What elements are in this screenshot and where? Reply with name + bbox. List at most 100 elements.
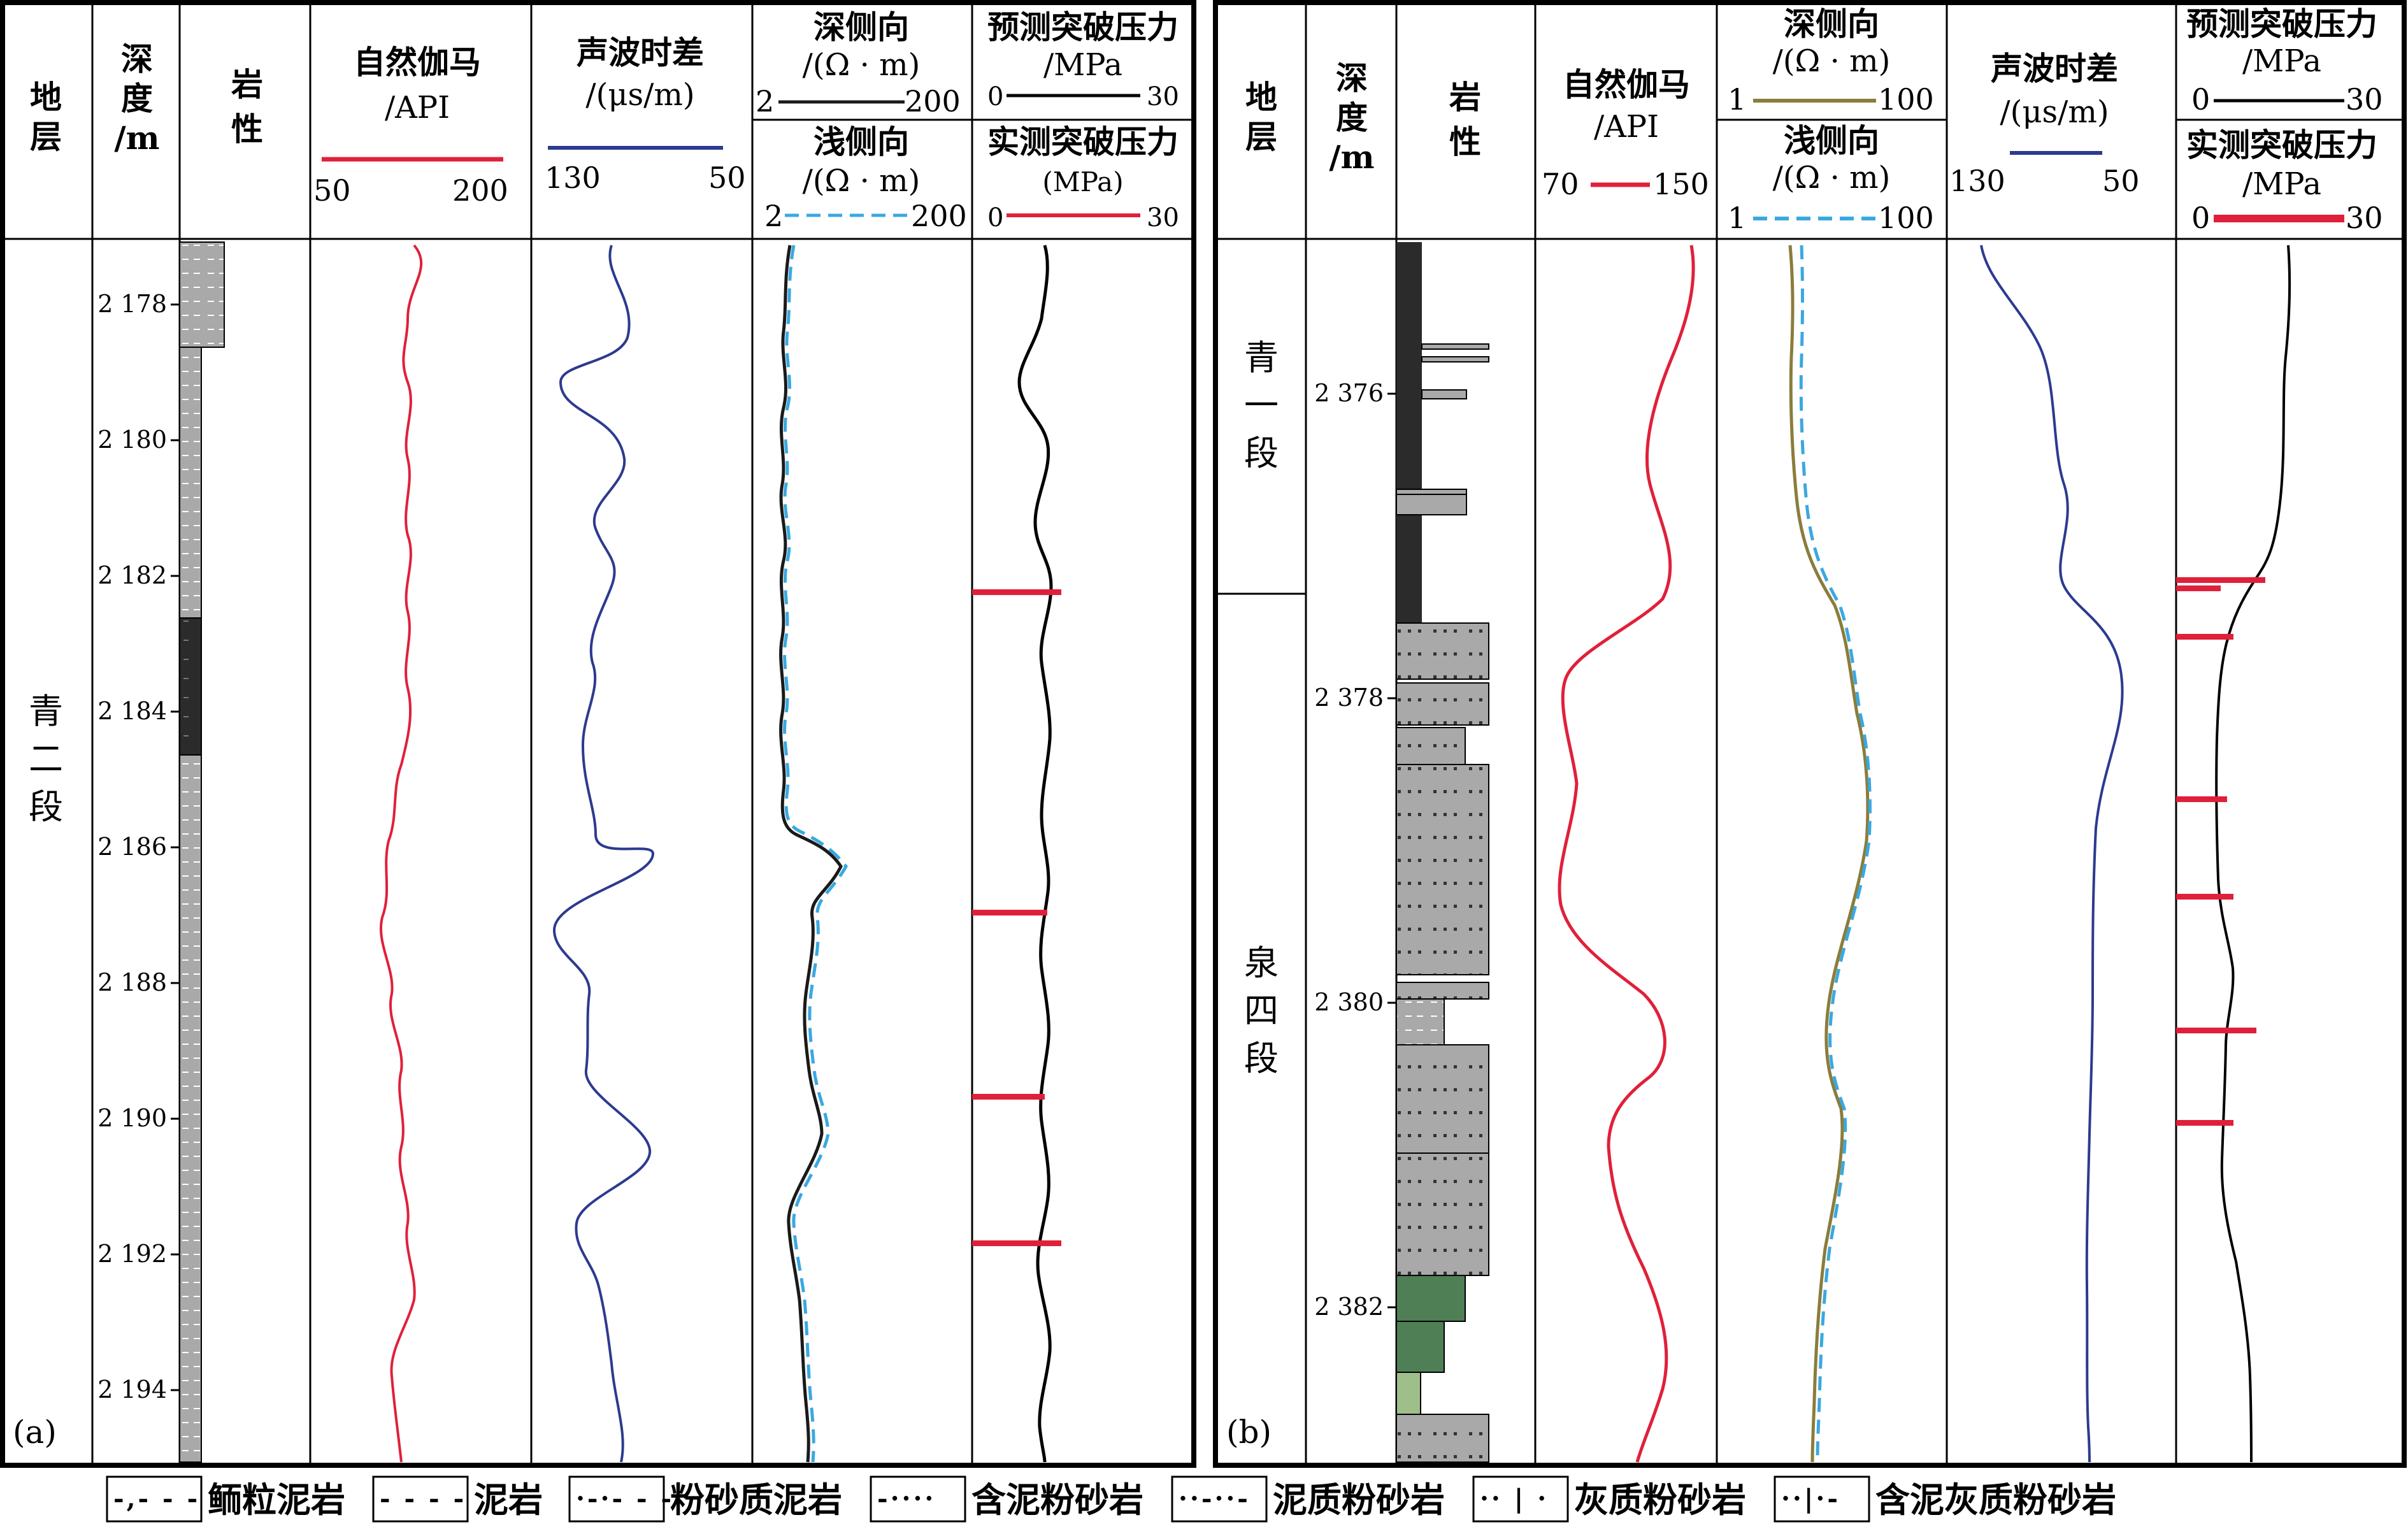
panel-b-meas-min: 0 [2191, 201, 2210, 235]
panel-a-label: (a) [13, 1414, 57, 1451]
lith-b-muddy-silt [1396, 727, 1466, 765]
panel-b-gr-max: 150 [1653, 167, 1709, 201]
measured-pressure-bar [2176, 1120, 2233, 1126]
panel-a-rs-unit: /(Ω · m) [803, 163, 921, 199]
lith-a-mudstone-2 [179, 754, 202, 1463]
legend-pattern-mud: - - - - [380, 1484, 466, 1514]
panel-a-ac-title: 声波时差 [577, 34, 704, 71]
panel-a-rd-title: 深侧向 [813, 8, 909, 46]
legend-swatch-silty-mud [568, 1475, 665, 1523]
panel-a-pred-max: 30 [1147, 82, 1179, 111]
lith-b-argillaceous-silt [1396, 764, 1489, 975]
panel-b-depth-header: 深度/m [1329, 59, 1374, 176]
panel-b-depth-axis: 2 376 2 378 2 380 2 382 [1314, 379, 1396, 1321]
depth-a-tick-label: 2 190 [97, 1104, 167, 1132]
lith-b-green-2 [1396, 1321, 1445, 1373]
panel-b-ac-unit: /(μs/m) [2000, 94, 2109, 130]
panel-a-strata-header: 地层 [30, 78, 62, 155]
panel-b-meas-unit: /MPa [2242, 166, 2321, 202]
panel-b: 地层 深度/m 岩性 自然伽马 /API 70 150 深侧向 /(Ω · m)… [1213, 0, 2407, 1468]
lith-b-green-1 [1396, 1275, 1466, 1322]
panel-a-rd-max: 200 [905, 84, 961, 118]
measured-pressure-bar [2176, 1028, 2256, 1033]
panel-b-gr-curve [1558, 245, 1695, 1463]
depth-b-tick-label: 2 382 [1314, 1293, 1384, 1321]
legend-label: 泥质粉砂岩 [1273, 1479, 1445, 1520]
panel-b-rd-min: 1 [1728, 82, 1746, 117]
legend-pattern-calc-silt: ·· | · [1480, 1484, 1549, 1514]
lith-b-silty-mud [1396, 998, 1445, 1045]
panel-a-ac-max: 50 [708, 161, 746, 195]
panel-b-rd-title: 深侧向 [1784, 5, 1879, 43]
panel-b-ac-curve [1980, 245, 2124, 1463]
panel-b-pred-max: 30 [2346, 82, 2383, 117]
panel-b-rs-max: 100 [1878, 201, 1934, 235]
panel-a-rs-min: 2 [764, 199, 783, 233]
lith-b-thin-bed-4 [1396, 489, 1467, 495]
lith-a-mudstone-1 [179, 347, 202, 619]
panel-a-ac-unit: /(μs/m) [585, 77, 694, 113]
depth-a-tick-label: 2 184 [97, 697, 167, 725]
legend-swatch-calc-silt [1472, 1475, 1569, 1523]
panel-a-pred-min: 0 [987, 82, 1003, 111]
panel-a-gr-curve [379, 244, 423, 1463]
panel-a-gr-title: 自然伽马 [354, 43, 481, 81]
panel-a-lithology-column [179, 241, 225, 1463]
panel-a-measured-pressure-bars [972, 589, 1061, 1246]
panel-b-ac-min: 130 [1949, 164, 2005, 198]
panel-a-rd-unit: /(Ω · m) [803, 47, 921, 83]
measured-pressure-bar [2176, 796, 2227, 802]
legend-label: 鲕粒泥岩 [208, 1479, 345, 1520]
panel-a-stratum-label: 青二段 [29, 691, 63, 827]
panel-b-frame [1213, 0, 2407, 1468]
panel-a-rd-curve [779, 245, 843, 1463]
panel-b-gr-min: 70 [1542, 167, 1579, 201]
legend-pattern-muddy-silt: -···· [877, 1484, 936, 1514]
panel-a-meas-title: 实测突破压力 [987, 123, 1179, 161]
legend-pattern-oolitic: -,- - - [113, 1484, 200, 1514]
panel-a-rd-min: 2 [756, 84, 774, 118]
depth-a-tick-label: 2 178 [97, 290, 167, 318]
panel-b-gr-unit: /API [1594, 109, 1659, 145]
panel-b-pred-title: 预测突破压力 [2186, 5, 2377, 43]
panel-b-meas-title: 实测突破压力 [2186, 126, 2377, 164]
measured-pressure-bar [2176, 894, 2233, 900]
panel-a-ac-min: 130 [545, 161, 601, 195]
depth-b-tick-label: 2 378 [1314, 684, 1384, 712]
panel-a-rs-max: 200 [911, 199, 967, 233]
measured-pressure-bar [2176, 577, 2265, 583]
panel-b-lithology-header: 岩性 [1449, 78, 1481, 161]
measured-pressure-bar [972, 1094, 1045, 1100]
depth-a-tick-label: 2 186 [97, 833, 167, 861]
panel-b-measured-pressure-bars [2176, 577, 2265, 1126]
depth-b-tick-label: 2 380 [1314, 988, 1384, 1016]
panel-a-gr-min: 50 [313, 173, 351, 208]
panel-a-rs-curve [783, 245, 848, 1463]
panel-b-rs-unit: /(Ω · m) [1773, 160, 1891, 196]
panel-a-meas-max: 30 [1147, 203, 1179, 233]
legend-pattern-silty-mud: ·-·- - - [576, 1484, 674, 1514]
legend-swatch-mud [372, 1475, 469, 1523]
panel-b-ac-title: 声波时差 [1991, 50, 2118, 87]
lith-b-silt-1 [1396, 1044, 1489, 1154]
panel-b-ac-max: 50 [2102, 164, 2140, 198]
panel-b-stratum-upper: 青一段 [1244, 338, 1279, 473]
legend-swatch-muddy-silt [870, 1475, 966, 1523]
panel-a-meas-min: 0 [987, 203, 1003, 233]
panel-b-lithology-column [1396, 242, 1489, 1463]
depth-a-tick-label: 2 194 [97, 1375, 167, 1403]
lith-b-silt-2 [1396, 1152, 1489, 1276]
lith-a-silty-mud [179, 241, 225, 348]
legend-swatch-argillaceous-silt [1171, 1475, 1268, 1523]
lith-b-calc-silt-2 [1396, 682, 1489, 726]
depth-a-tick-label: 2 182 [97, 561, 167, 589]
measured-pressure-bar [2176, 585, 2221, 591]
measured-pressure-bar [972, 1240, 1061, 1246]
measured-pressure-bar [2176, 634, 2233, 640]
panel-a: 地层 深度/m 岩性 自然伽马 /API 50 200 声波时差 /(μs/m)… [0, 0, 1196, 1468]
panel-b-strata-header: 地层 [1245, 78, 1277, 155]
lith-b-thin-bed-2 [1421, 356, 1489, 363]
legend-label: 粉砂质泥岩 [670, 1479, 842, 1520]
lith-b-thin-bed-5 [1396, 494, 1467, 515]
lith-b-thin-calc [1396, 982, 1489, 1000]
